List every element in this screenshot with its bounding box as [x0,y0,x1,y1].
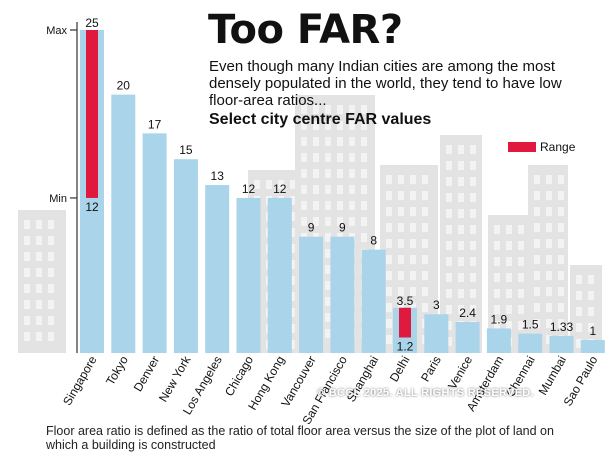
page-title: Too FAR? [208,7,403,53]
category-label: Delhi [387,354,413,385]
bar-san-francisco [330,236,355,353]
bar-los-angeles [205,185,230,353]
value-label: 20 [117,79,131,93]
background-building [528,165,568,353]
value-label: 1 [589,324,596,338]
bar-amsterdam [486,328,511,353]
range-bar-singapore [86,30,98,198]
value-label: 12 [242,182,256,196]
value-label: 1.9 [491,312,508,326]
range-max-label: 25 [85,16,99,30]
value-label: 9 [308,221,315,235]
axis-label-max: Max [46,25,67,37]
axis-label-min: Min [49,193,67,205]
category-label: Singapore [60,353,100,408]
bar-sao-paulo [580,340,605,353]
range-min-label: 1.2 [397,339,414,353]
bar-shanghai [361,249,386,353]
range-bar-delhi [399,307,411,338]
value-label: 9 [339,221,346,235]
category-label: Denver [131,354,162,395]
range-min-label: 12 [85,200,99,214]
bar-denver [142,133,167,353]
value-label: 8 [370,234,377,248]
category-label: Tokyo [103,353,131,387]
legend: Range [508,140,575,154]
value-label: 12 [273,182,287,196]
category-label: Mumbai [536,354,569,398]
bar-vancouver [299,236,324,353]
background-building [570,265,602,353]
category-label: Paris [418,354,444,385]
value-label: 1.5 [522,318,539,332]
bar-hong-kong [267,197,292,353]
bar-chennai [518,333,543,353]
value-label: 3 [433,298,440,312]
value-label: 1.33 [550,320,574,334]
bar-tokyo [111,94,136,353]
footnote: Floor area ratio is defined as the ratio… [46,424,554,452]
category-label: Chicago [222,353,256,398]
bar-new-york [173,159,198,353]
bar-paris [424,314,449,353]
value-label: 13 [211,169,225,183]
value-label: 2.4 [459,306,476,320]
value-label: 15 [179,143,193,157]
legend-range-swatch [508,142,536,152]
value-label: 17 [148,117,162,131]
bar-chicago [236,197,261,353]
subtitle: Even though many Indian cities are among… [209,58,562,109]
copyright-watermark: © BCCL 2025. ALL RIGHTS RESERVED. [317,387,534,399]
bar-mumbai [549,335,574,353]
background-building [18,210,66,353]
category-label: Venice [445,353,475,391]
section-title: Select city centre FAR values [209,111,432,128]
range-max-label: 3.5 [397,294,414,308]
bar-venice [455,321,480,353]
legend-range-label: Range [540,140,576,154]
